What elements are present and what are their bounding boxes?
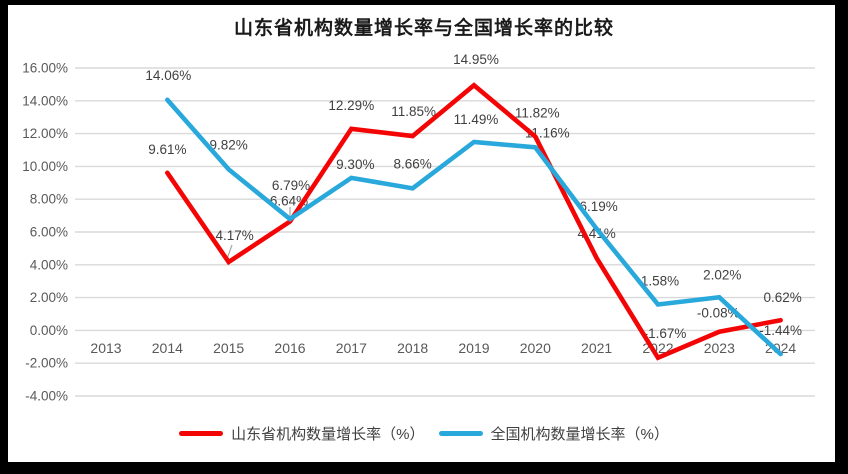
y-tick-label: -4.00% bbox=[25, 389, 68, 404]
data-label: 4.17% bbox=[216, 228, 254, 243]
y-tick-label: 4.00% bbox=[30, 257, 68, 272]
x-axis-label: 2015 bbox=[213, 340, 244, 356]
legend-label-national: 全国机构数量增长率（%） bbox=[490, 426, 669, 443]
legend-item-shandong: 山东省机构数量增长率（%） bbox=[179, 423, 425, 444]
x-axis-label: 2018 bbox=[397, 340, 428, 356]
y-tick-label: 10.00% bbox=[22, 159, 68, 174]
x-axis-label: 2014 bbox=[152, 340, 183, 356]
chart-canvas bbox=[8, 5, 835, 462]
y-tick-label: 16.00% bbox=[22, 61, 68, 76]
data-label: 14.95% bbox=[453, 52, 499, 67]
data-label: 11.49% bbox=[454, 112, 499, 127]
legend-label-shandong: 山东省机构数量增长率（%） bbox=[231, 426, 425, 443]
data-label: 12.29% bbox=[328, 98, 374, 113]
x-axis-label: 2016 bbox=[274, 340, 305, 356]
data-label: 14.06% bbox=[145, 68, 191, 83]
label-leader-line bbox=[226, 244, 233, 258]
red-line-swatch-icon bbox=[179, 431, 224, 436]
chart-legend: 山东省机构数量增长率（%） 全国机构数量增长率（%） bbox=[0, 423, 848, 444]
data-label: -1.44% bbox=[759, 323, 802, 338]
y-tick-label: 6.00% bbox=[30, 225, 68, 240]
blue-line-swatch-icon bbox=[438, 431, 483, 436]
national-series-line bbox=[165, 97, 783, 357]
x-axis-label: 2019 bbox=[458, 340, 489, 356]
data-label: 9.82% bbox=[210, 137, 248, 152]
y-tick-label: 12.00% bbox=[22, 126, 68, 141]
x-axis-label: 2021 bbox=[581, 340, 612, 356]
x-axis-label: 2023 bbox=[704, 340, 735, 356]
data-label: -1.67% bbox=[644, 326, 687, 341]
x-axis-label: 2017 bbox=[336, 340, 367, 356]
data-label: 6.19% bbox=[579, 199, 617, 214]
data-label: 11.85% bbox=[391, 104, 436, 119]
data-label: 6.79% bbox=[272, 178, 310, 193]
data-label: 2.02% bbox=[703, 267, 741, 282]
x-axis-label: 2013 bbox=[90, 340, 121, 356]
y-tick-label: 8.00% bbox=[30, 192, 68, 207]
y-tick-label: -2.00% bbox=[25, 356, 68, 371]
chart-title: 山东省机构数量增长率与全国增长率的比较 bbox=[233, 18, 614, 39]
data-label: 1.58% bbox=[641, 273, 679, 288]
data-label: 11.82% bbox=[515, 106, 560, 121]
y-tick-label: 2.00% bbox=[30, 290, 68, 305]
shandong-series-line bbox=[165, 82, 783, 361]
data-label: -0.08% bbox=[697, 306, 740, 321]
data-label: 0.62% bbox=[763, 290, 801, 305]
x-axis-label: 2020 bbox=[520, 340, 551, 356]
legend-item-national: 全国机构数量增长率（%） bbox=[438, 423, 669, 444]
y-tick-label: 14.00% bbox=[22, 93, 68, 108]
data-label: 9.61% bbox=[148, 142, 186, 157]
data-label: 8.66% bbox=[394, 156, 432, 171]
data-label: 9.30% bbox=[336, 157, 374, 172]
y-tick-label: 0.00% bbox=[30, 323, 68, 338]
